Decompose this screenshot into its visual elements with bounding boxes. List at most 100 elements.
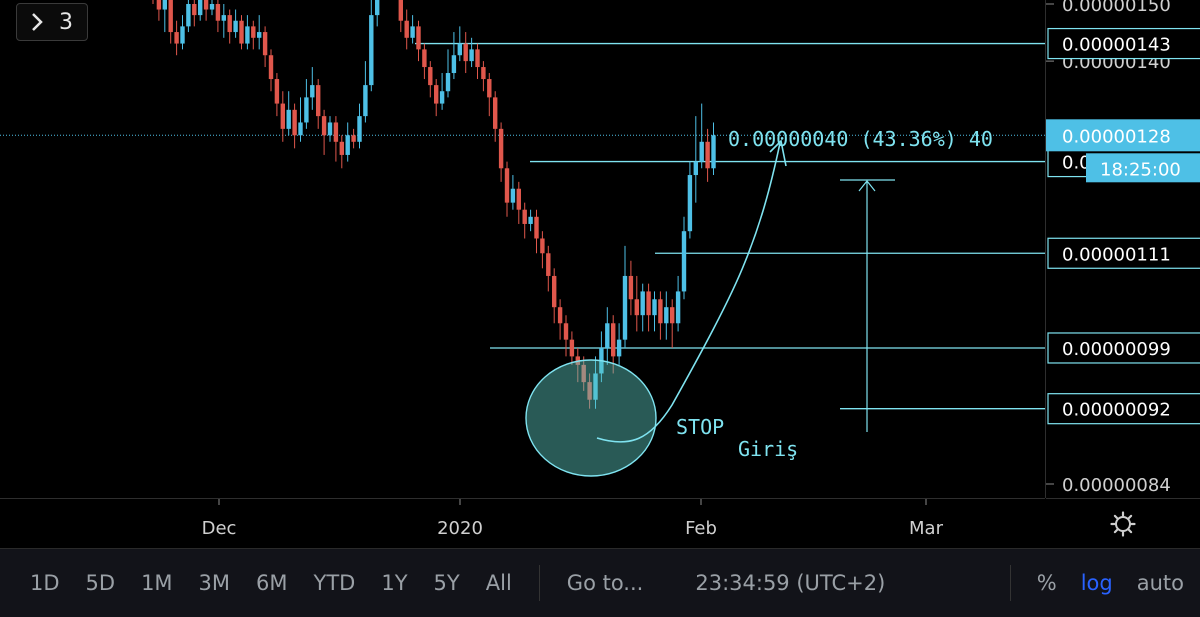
- candle-body-down: [251, 26, 256, 38]
- candle-body-down: [434, 85, 439, 104]
- candle-body-down: [274, 79, 280, 104]
- candle-body-down: [463, 43, 468, 62]
- level-price-tag: [1047, 27, 1200, 60]
- gear-icon: [1110, 511, 1136, 537]
- candle-body-down: [227, 15, 232, 33]
- candle-body-down: [321, 116, 327, 136]
- measure-arrow: [858, 180, 876, 192]
- entry-label: Giriş: [738, 437, 798, 461]
- candle-body-down: [569, 339, 575, 357]
- candle-body-down: [705, 141, 710, 169]
- candle-body-up: [451, 55, 457, 74]
- price-chart[interactable]: 0.00000040 (43.36%) 40 STOP Giriş: [0, 0, 1045, 498]
- chart-settings-button[interactable]: [1046, 498, 1200, 549]
- candle-body-up: [304, 97, 309, 123]
- level-price-label: 0.00000092: [1062, 400, 1171, 421]
- candle-body-down: [587, 382, 592, 400]
- time-axis[interactable]: Dec 2020 Feb Mar: [0, 498, 1045, 549]
- candle-body-up: [687, 175, 693, 232]
- candle-body-up: [369, 15, 374, 86]
- candle-body-down: [316, 85, 321, 117]
- candle-body-down: [563, 323, 569, 340]
- candle-body-down: [498, 128, 504, 169]
- level-price-tag: [1047, 237, 1200, 269]
- measure-label: 0.00000040 (43.36%) 40: [728, 127, 993, 151]
- range-button-all[interactable]: All: [485, 571, 512, 595]
- candle-body-down: [646, 291, 651, 316]
- chart-area[interactable]: 0.00000040 (43.36%) 40 STOP Giriş: [0, 0, 1045, 498]
- candle-body-down: [404, 20, 409, 38]
- range-button-6m[interactable]: 6M: [256, 571, 288, 595]
- time-tick-label: Feb: [685, 518, 717, 539]
- range-button-3m[interactable]: 3M: [198, 571, 231, 595]
- candle-body-down: [611, 323, 616, 357]
- candle-body-down: [156, 0, 162, 10]
- price-tick-label: 0.00000084: [1062, 475, 1171, 496]
- projection-curve: [596, 142, 781, 443]
- current-price-label: 0.00000128: [1062, 126, 1171, 147]
- goto-button[interactable]: Go to...: [566, 571, 644, 595]
- time-tick-label: 2020: [437, 518, 483, 539]
- arrow-head: [769, 139, 787, 167]
- countdown-tag: [1086, 153, 1200, 183]
- candle-body-up: [357, 116, 362, 142]
- percent-scale-button[interactable]: %: [1036, 571, 1057, 595]
- candle-body-down: [487, 79, 492, 98]
- candle-body-down: [292, 109, 297, 136]
- range-button-1d[interactable]: 1D: [30, 571, 60, 595]
- candle-body-up: [221, 15, 226, 21]
- candle-body-down: [262, 32, 268, 56]
- auto-scale-button[interactable]: auto: [1136, 571, 1184, 595]
- candle-body-up: [363, 85, 368, 117]
- candle-body-up: [528, 216, 533, 224]
- collapse-indicators-button[interactable]: 3: [16, 3, 88, 41]
- candle-body-up: [469, 49, 474, 62]
- candle-body-down: [168, 0, 173, 33]
- candle-body-up: [286, 109, 291, 129]
- highlight-circle: [525, 359, 657, 477]
- level-price-label: 0.00000111: [1062, 244, 1171, 265]
- range-selector: 1D 5D 1M 3M 6M YTD 1Y 5Y All: [0, 571, 525, 595]
- candle-body-up: [162, 0, 167, 10]
- candle-body-up: [711, 135, 716, 169]
- level-price-tag: [1047, 393, 1200, 425]
- indicator-count: 3: [59, 9, 73, 35]
- candle-body-up: [510, 188, 516, 203]
- candle-body-down: [552, 275, 557, 308]
- price-axis[interactable]: 0.00000150 0.00000140 0.00000084 0.00000143…: [1045, 0, 1200, 498]
- candle-body-up: [675, 291, 681, 324]
- log-scale-button[interactable]: log: [1080, 571, 1113, 595]
- range-button-1y[interactable]: 1Y: [381, 571, 408, 595]
- bottom-toolbar: 1D 5D 1M 3M 6M YTD 1Y 5Y All Go to... 23:34:59 (…: [0, 548, 1200, 617]
- candle-body-up: [310, 85, 315, 98]
- candle-body-down: [333, 122, 339, 142]
- candle-body-down: [339, 141, 344, 155]
- divider: [1009, 565, 1011, 601]
- candle-body-up: [445, 73, 451, 92]
- stop-label: STOP: [676, 415, 724, 439]
- candle-body-up: [652, 299, 657, 316]
- candle-body-up: [439, 91, 445, 104]
- candle-body-up: [233, 20, 238, 33]
- candle-body-down: [504, 168, 510, 203]
- candle-body-down: [475, 49, 480, 68]
- time-tick-label: Mar: [909, 518, 944, 539]
- range-button-ytd[interactable]: YTD: [313, 571, 356, 595]
- time-axis-labels: Dec 2020 Feb Mar: [202, 499, 944, 539]
- candle-body-up: [298, 122, 303, 136]
- level-price-label: 0.00000143: [1062, 35, 1171, 56]
- candle-body-down: [239, 20, 244, 44]
- candle-body-up: [345, 135, 350, 155]
- candle-body-up: [605, 323, 610, 348]
- level-price-label: 0.00000099: [1062, 339, 1171, 360]
- candle-body-down: [516, 188, 521, 210]
- candle-body-down: [658, 299, 663, 324]
- range-button-1m[interactable]: 1M: [141, 571, 173, 595]
- candle-body-up: [699, 141, 704, 162]
- clock-timezone[interactable]: 23:34:59 (UTC+2): [695, 571, 886, 595]
- range-button-5d[interactable]: 5D: [85, 571, 116, 595]
- range-button-5y[interactable]: 5Y: [433, 571, 460, 595]
- candle-body-up: [257, 32, 262, 38]
- candle-body-down: [628, 275, 634, 300]
- current-price-tag: [1046, 119, 1200, 152]
